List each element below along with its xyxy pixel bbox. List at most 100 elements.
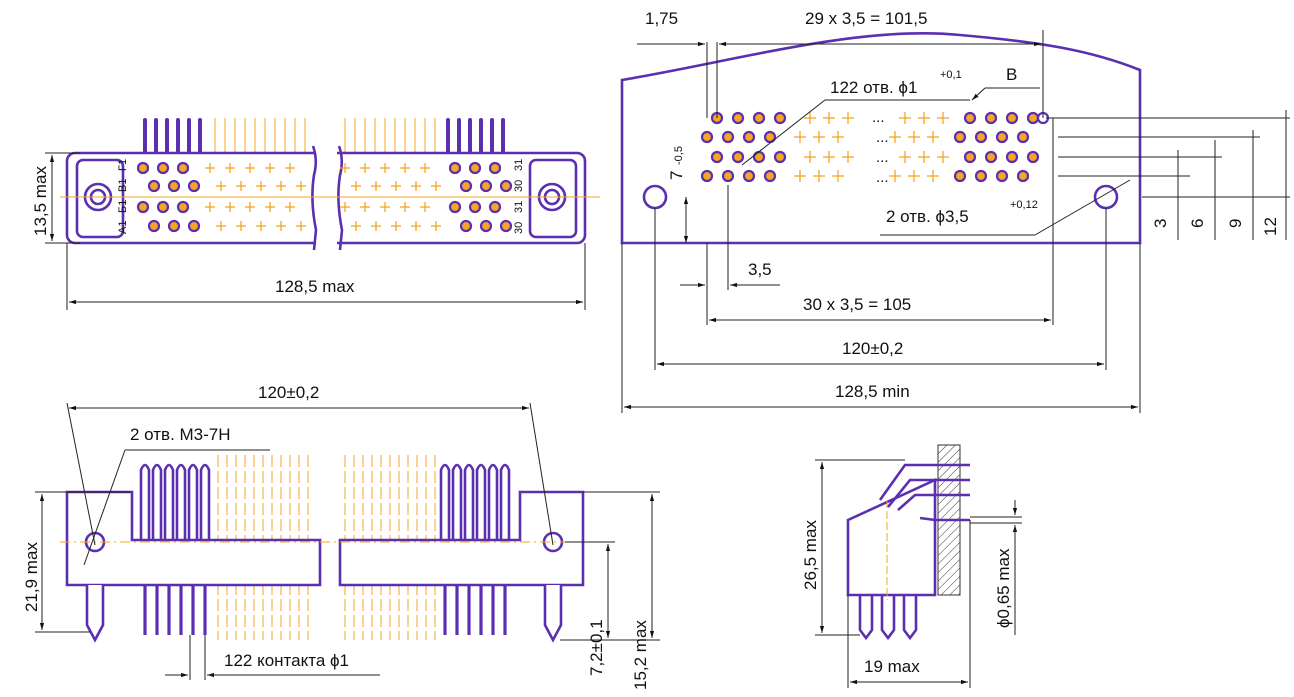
front-contact <box>488 161 502 175</box>
front-contact <box>448 200 462 214</box>
side-pin-top <box>499 463 511 540</box>
panel-ellipsis-1: ... <box>872 109 885 126</box>
front-contact <box>187 219 201 233</box>
front-break-gap <box>315 140 337 258</box>
panel-hole <box>953 130 967 144</box>
panel-hole <box>763 130 777 144</box>
end-pin-bend-1 <box>878 463 970 501</box>
front-row-label-v1: В1 <box>117 179 129 192</box>
panel-row-dim-label-12: 12 <box>1261 217 1280 236</box>
front-contact <box>176 161 190 175</box>
front-right-flange <box>528 158 578 239</box>
panel-hole <box>974 130 988 144</box>
end-pin-dia-dim: ϕ0,65 max <box>994 548 1013 628</box>
front-top-pins <box>143 118 505 153</box>
panel-hole <box>773 111 787 125</box>
end-pin-bend-2 <box>886 478 970 508</box>
panel-hole <box>721 169 735 183</box>
panel-mount-holes-label: 2 отв. ϕ3,5 <box>886 207 969 226</box>
side-pin-top <box>139 463 151 540</box>
side-pin-len-dim: 15,2 max <box>631 620 650 690</box>
front-pin <box>176 118 180 153</box>
panel-hole <box>752 150 766 164</box>
side-mount-dist: 120±0,2 <box>258 383 319 402</box>
side-pin-top <box>175 463 187 540</box>
side-right-guide-pin <box>543 585 563 643</box>
panel-hole <box>700 130 714 144</box>
panel-hole <box>1005 111 1019 125</box>
panel-hole <box>984 111 998 125</box>
side-thread-leader <box>83 449 126 566</box>
side-height-dim: 21,9 max <box>22 542 41 612</box>
panel-height-dim: 7 <box>667 171 686 180</box>
front-contact <box>479 179 493 193</box>
front-row-label-a1: А1 <box>117 221 129 234</box>
panel-row-dim-label-9: 9 <box>1226 219 1245 228</box>
panel-hole <box>742 130 756 144</box>
end-pin-down-3 <box>902 595 918 641</box>
panel-span-dim: 30 x 3,5 = 105 <box>803 295 911 314</box>
panel-hole <box>742 169 756 183</box>
front-pin <box>143 118 147 153</box>
end-pin-bend-3 <box>897 493 970 511</box>
front-row-label-b1: Б1 <box>117 200 129 213</box>
side-mount-ext-right <box>529 402 554 546</box>
front-contact <box>136 161 150 175</box>
panel-hole <box>752 111 766 125</box>
front-row-label-g1: Г1 <box>117 159 129 171</box>
panel-left-mount-hole <box>642 184 668 210</box>
front-contact <box>459 219 473 233</box>
front-contact <box>156 200 170 214</box>
side-pin-top <box>463 463 475 540</box>
panel-row-dim-label-3: 3 <box>1151 219 1170 228</box>
front-contact <box>156 161 170 175</box>
panel-holes-leader-diag <box>741 99 826 166</box>
panel-overall-dim: 128,5 min <box>835 382 910 401</box>
front-height-dim: 13,5 max <box>31 166 50 236</box>
front-pin <box>501 118 505 153</box>
panel-ellipsis-3: ... <box>876 149 889 166</box>
panel-hole <box>1026 150 1040 164</box>
side-mount-ext-left <box>66 402 96 546</box>
panel-hole <box>1016 130 1030 144</box>
front-pin <box>154 118 158 153</box>
front-contact <box>187 179 201 193</box>
panel-holes-tol: +0,1 <box>940 69 962 81</box>
side-left-guide-pin <box>85 585 105 643</box>
panel-hole <box>1016 169 1030 183</box>
panel-ellipsis-2: ... <box>876 129 889 146</box>
end-pin-bend-4 <box>919 516 970 522</box>
side-pin-top <box>151 463 163 540</box>
end-height-dim: 26,5 max <box>801 520 820 590</box>
panel-hole <box>1026 111 1040 125</box>
front-contact <box>147 219 161 233</box>
side-pin-top <box>487 463 499 540</box>
side-pin-top <box>199 463 211 540</box>
front-contact <box>147 179 161 193</box>
side-body-left <box>65 490 322 587</box>
panel-detail-leader <box>971 87 986 101</box>
front-contact <box>499 179 513 193</box>
front-row-label-r31b: 31 <box>513 201 525 213</box>
panel-hole <box>984 150 998 164</box>
front-pin <box>468 118 472 153</box>
end-body-outline <box>846 477 937 597</box>
panel-mount-leader-diag <box>1034 179 1131 236</box>
panel-hole <box>995 130 1009 144</box>
panel-hole <box>710 150 724 164</box>
panel-hole <box>974 169 988 183</box>
side-pins <box>139 455 511 640</box>
front-row-label-r30a: 30 <box>513 180 525 192</box>
panel-small-pitch-dim: 3,5 <box>748 260 772 279</box>
side-pin-top <box>187 463 199 540</box>
front-contact <box>459 179 473 193</box>
front-row-label-r31a: 31 <box>513 159 525 171</box>
front-contact <box>488 200 502 214</box>
front-left-flange <box>75 158 125 239</box>
side-pin-top <box>163 463 175 540</box>
panel-outline <box>620 31 1142 245</box>
panel-hole <box>731 111 745 125</box>
panel-offset-dim: 1,75 <box>645 9 678 28</box>
front-contact <box>167 219 181 233</box>
